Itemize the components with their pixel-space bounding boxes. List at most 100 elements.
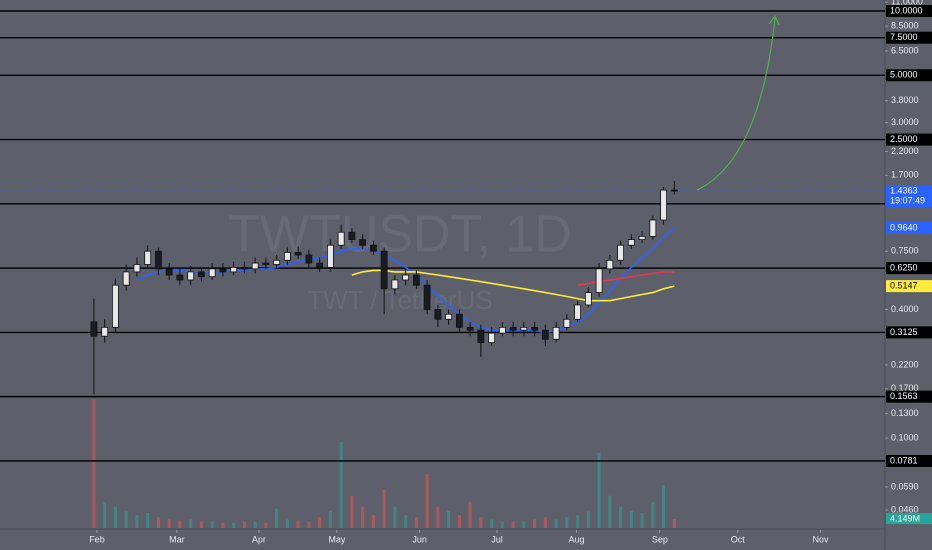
level-label: 0.3125 [890,327,918,337]
volume-bar [533,519,537,528]
candle-body [241,266,248,270]
candle-body [369,244,377,252]
candle-body [316,262,324,268]
moving-average [136,227,675,334]
volume-bar [242,521,246,528]
ma-label: 0.5147 [890,280,918,290]
candle-body [477,329,485,343]
y-tick-label: 0.2200 [891,359,919,369]
candle-body [294,252,302,256]
volume-bar [672,519,676,528]
candle-body [133,264,141,273]
volume-bar [264,522,268,528]
candle-body [455,313,463,328]
volume-bar [565,517,569,528]
candle-body [649,219,657,237]
volume-bar [554,519,558,528]
candle-body [284,252,291,261]
volume-bar [103,502,107,528]
x-tick-label: Feb [89,534,105,544]
volume-bar [500,521,504,528]
candle-body [574,304,582,320]
level-label: 10.0000 [890,5,923,15]
volume-bar [457,515,461,528]
candles-layer [90,180,678,395]
volume-bar [232,522,236,528]
volume-bar [479,517,483,528]
level-label-box [886,326,932,339]
y-tick-label: 0.1000 [891,432,919,442]
ma-label-box [886,280,932,293]
volume-bar [662,485,666,528]
y-tick-label: 11.0000 [891,0,923,7]
level-label-box [886,69,932,82]
y-tick-label: 0.1700 [891,383,919,393]
volume-bar [318,517,322,528]
level-label-box [886,262,932,275]
candle-body [359,239,367,246]
candle-body [563,318,571,328]
x-tick-label: Mar [169,534,185,544]
forecast-arrow [696,17,776,191]
candle-body [348,231,356,240]
y-tick-label: 8.5000 [891,20,919,30]
candle-body [391,279,399,290]
candle-body [466,326,474,331]
candle-body [262,262,270,265]
volume-bar [511,521,515,528]
level-label-box [886,31,932,44]
volume-bar [189,519,193,528]
volume-bar [296,520,300,528]
volume-bar [113,506,117,528]
volume-bar [199,521,203,528]
volume-bar [597,452,601,528]
ma-label-box [886,221,932,234]
y-tick-label: 6.5000 [891,45,919,55]
x-tick-label: Jul [491,534,503,544]
volume-bar [629,510,633,528]
candle-body [101,326,109,337]
volume-bar [586,510,590,528]
level-label-box [886,390,932,403]
candle-body [144,250,152,265]
candle-body [670,189,678,192]
volume-bar [167,519,171,528]
candle-body [660,189,667,221]
volume-bar [651,502,655,528]
volume-bar [156,517,160,528]
candle-body [165,268,173,276]
x-tick-label: May [328,534,346,544]
volume-bar [92,399,96,528]
volume-bar [361,506,365,528]
y-tick-label: 2.2000 [891,146,919,156]
volume-bar [178,520,182,528]
level-label-box [886,5,932,18]
y-tick-label: 0.0590 [891,481,919,491]
volume-bar [393,506,397,528]
candle-body [445,313,453,320]
candle-body [434,309,442,320]
candle-body [155,250,162,270]
volume-bar [382,489,386,528]
y-tick-label: 3.0000 [891,117,919,127]
countdown-label: 19:07:49 [890,195,925,205]
watermark-subtitle: TWT / TetherUS [307,285,492,315]
volume-bar [468,502,472,528]
volume-bar [404,515,408,528]
level-label: 0.1563 [890,391,918,401]
volume-bar [371,515,375,528]
level-label: 2.5000 [890,134,918,144]
moving-average [577,271,675,286]
volume-bar [640,512,644,528]
last-price-label: 1.4363 [890,185,918,195]
volume-bar [425,474,429,528]
y-tick-label: 0.4000 [891,304,919,314]
candle-body [230,266,238,273]
volume-bar [221,522,225,528]
candle-body [531,326,539,331]
level-label-box [886,454,932,467]
candle-body [305,254,313,264]
levels-layer [0,10,885,462]
